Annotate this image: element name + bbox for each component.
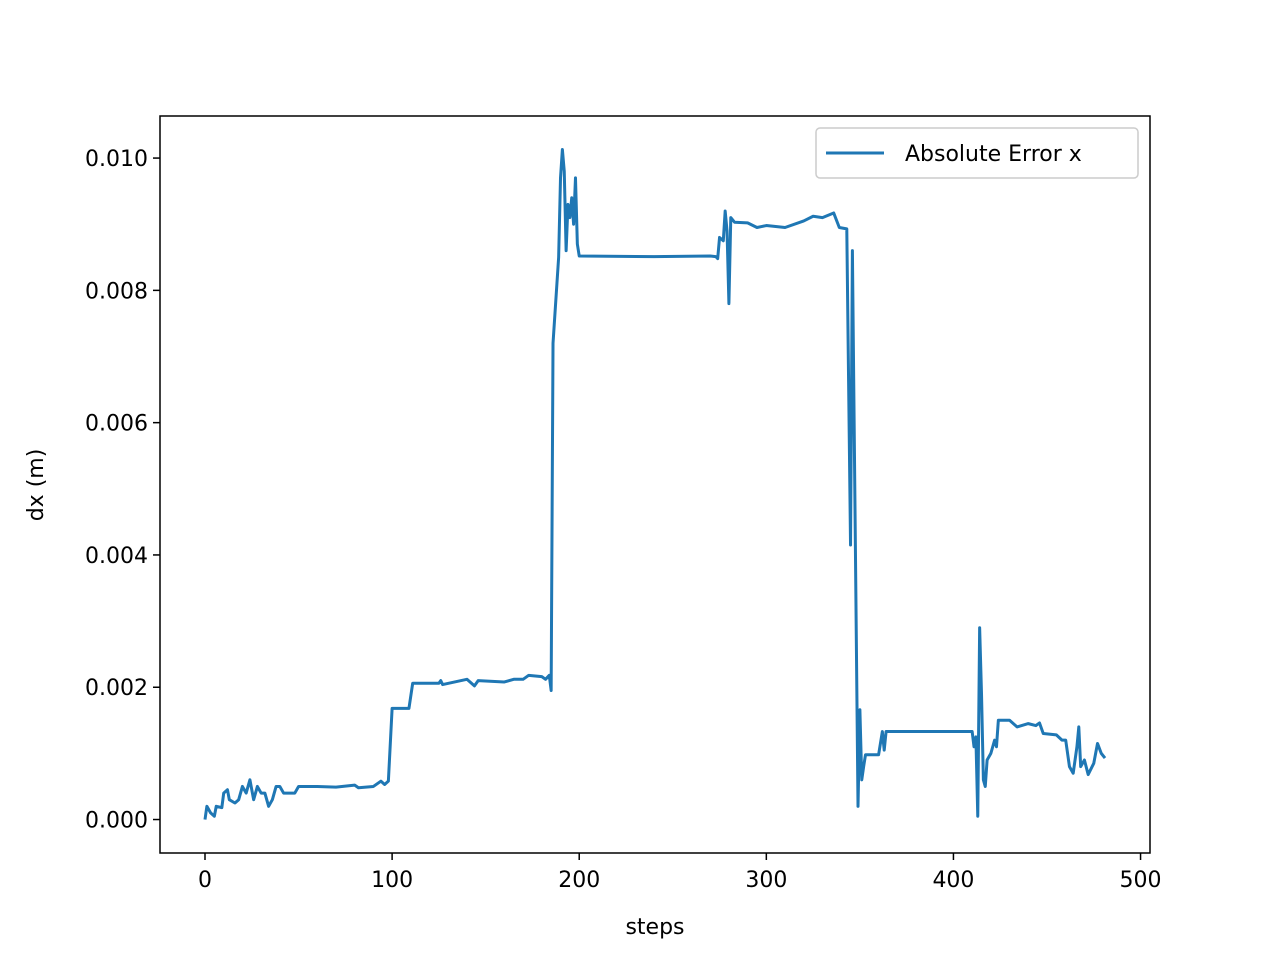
y-tick-label: 0.004 <box>85 544 148 569</box>
y-tick-label: 0.000 <box>85 809 148 834</box>
y-tick-label: 0.006 <box>85 412 148 437</box>
x-tick-label: 0 <box>198 868 212 893</box>
y-axis-label: dx (m) <box>24 449 49 522</box>
data-line <box>203 147 1107 820</box>
y-tick-label: 0.002 <box>85 676 148 701</box>
legend-box <box>815 127 1139 179</box>
x-tick-label: 300 <box>745 868 787 893</box>
legend-label: Absolute Error x <box>905 142 1082 167</box>
x-tick-label: 400 <box>932 868 974 893</box>
y-tick-label: 0.008 <box>85 279 148 304</box>
plot-frame <box>159 115 1151 854</box>
x-tick-label: 100 <box>371 868 413 893</box>
x-axis-label: steps <box>625 915 684 940</box>
y-tick-label: 0.010 <box>85 147 148 172</box>
x-tick-label: 200 <box>558 868 600 893</box>
x-tick-label: 500 <box>1120 868 1162 893</box>
